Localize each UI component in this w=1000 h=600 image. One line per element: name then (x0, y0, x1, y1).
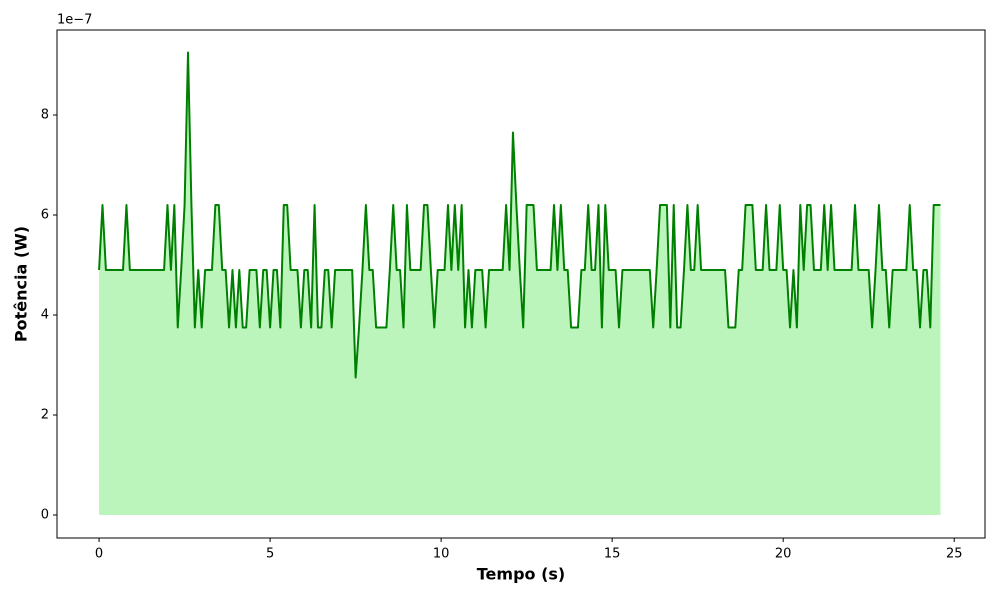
y-offset-label: 1e−7 (57, 13, 92, 28)
x-tick-label: 15 (604, 547, 621, 562)
x-tick-label: 10 (433, 547, 450, 562)
x-tick-label: 20 (775, 547, 792, 562)
y-axis-label: Potência (W) (12, 226, 31, 342)
x-tick-label: 0 (95, 547, 103, 562)
line (98, 51, 941, 379)
plot-frame (56, 29, 986, 539)
x-tick-label: 25 (946, 547, 963, 562)
y-tick-label: 6 (41, 208, 49, 223)
y-tick-label: 4 (41, 308, 49, 323)
y-tick-label: 2 (41, 408, 49, 423)
y-tick-label: 0 (41, 508, 49, 523)
x-axis-label: Tempo (s) (477, 565, 565, 584)
y-tick-label: 8 (41, 108, 49, 123)
x-tick-label: 5 (266, 547, 274, 562)
